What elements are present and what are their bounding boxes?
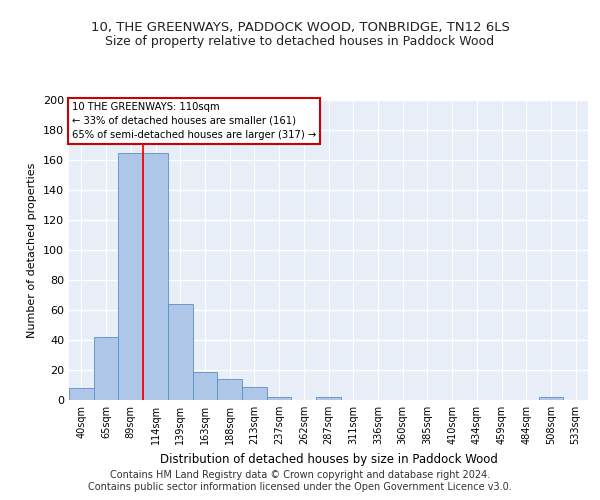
Bar bbox=[118, 152, 143, 400]
X-axis label: Distribution of detached houses by size in Paddock Wood: Distribution of detached houses by size … bbox=[160, 452, 497, 466]
Bar bbox=[193, 372, 217, 400]
Bar bbox=[168, 304, 193, 400]
Bar bbox=[539, 397, 563, 400]
Bar bbox=[217, 379, 242, 400]
Bar bbox=[267, 397, 292, 400]
Y-axis label: Number of detached properties: Number of detached properties bbox=[28, 162, 37, 338]
Bar bbox=[143, 152, 168, 400]
Text: Size of property relative to detached houses in Paddock Wood: Size of property relative to detached ho… bbox=[106, 34, 494, 48]
Bar bbox=[316, 397, 341, 400]
Text: 10 THE GREENWAYS: 110sqm
← 33% of detached houses are smaller (161)
65% of semi-: 10 THE GREENWAYS: 110sqm ← 33% of detach… bbox=[71, 102, 316, 140]
Text: Contains HM Land Registry data © Crown copyright and database right 2024.
Contai: Contains HM Land Registry data © Crown c… bbox=[88, 470, 512, 492]
Bar bbox=[94, 337, 118, 400]
Bar bbox=[242, 386, 267, 400]
Bar bbox=[69, 388, 94, 400]
Text: 10, THE GREENWAYS, PADDOCK WOOD, TONBRIDGE, TN12 6LS: 10, THE GREENWAYS, PADDOCK WOOD, TONBRID… bbox=[91, 21, 509, 34]
